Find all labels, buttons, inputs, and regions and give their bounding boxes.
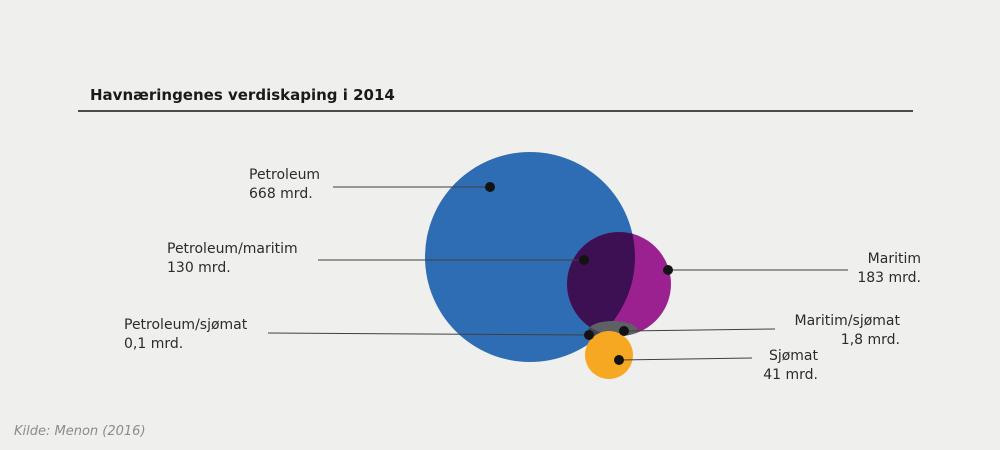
maritim-sjomat-label-name: Maritim/sjømat [794, 313, 901, 329]
source-note: Kilde: Menon (2016) [14, 424, 146, 439]
sjomat-leader-line [618, 357, 753, 361]
maritim-label-name: Maritim [867, 251, 921, 267]
sjomat-label-name: Sjømat [768, 348, 818, 364]
petroleum-maritim-overlap [567, 232, 635, 336]
maritim-sjomat-label: Maritim/sjømat 1,8 mrd. [750, 312, 901, 350]
maritim-sjomat-leader-line [623, 328, 776, 332]
maritim-sjomat-label-value: 1,8 mrd. [840, 332, 900, 348]
petroleum-label-value: 668 mrd. [249, 186, 313, 202]
chart-title: Havnæringenes verdiskaping i 2014 [90, 86, 395, 104]
petroleum-label-name: Petroleum [249, 167, 321, 183]
petroleum-sjomat-label-name: Petroleum/sjømat [124, 317, 248, 333]
maritim-sjomat-overlap [588, 321, 638, 336]
maritim-label: Maritim 183 mrd. [771, 250, 921, 288]
petroleum-maritim-label: Petroleum/maritim 130 mrd. [167, 240, 298, 278]
sjomat-label: Sjømat 41 mrd. [668, 347, 818, 385]
petroleum-maritim-anchor-dot [579, 255, 589, 265]
sjomat-label-value: 41 mrd. [763, 367, 818, 383]
petroleum-anchor-dot [485, 182, 495, 192]
sjomat-circle [585, 331, 633, 379]
maritim-anchor-dot [663, 265, 673, 275]
maritim-sjomat-anchor-dot [619, 326, 629, 336]
petroleum-sjomat-label: Petroleum/sjømat 0,1 mrd. [124, 316, 247, 354]
petroleum-sjomat-leader-line [267, 332, 590, 336]
sjomat-anchor-dot [614, 355, 624, 365]
maritim-label-value: 183 mrd. [857, 270, 921, 286]
petroleum-label: Petroleum 668 mrd. [249, 166, 320, 204]
title-underline [78, 110, 913, 112]
petroleum-maritim-label-name: Petroleum/maritim [167, 241, 298, 257]
petroleum-sjomat-label-value: 0,1 mrd. [124, 336, 184, 352]
petroleum-sjomat-anchor-dot [584, 330, 594, 340]
petroleum-maritim-label-value: 130 mrd. [167, 260, 231, 276]
